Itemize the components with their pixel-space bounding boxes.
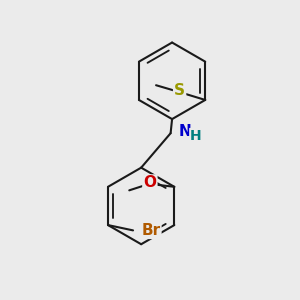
Text: S: S — [174, 83, 185, 98]
Text: H: H — [190, 129, 202, 142]
Text: O: O — [143, 176, 156, 190]
Text: N: N — [179, 124, 192, 139]
Text: Br: Br — [141, 223, 160, 238]
